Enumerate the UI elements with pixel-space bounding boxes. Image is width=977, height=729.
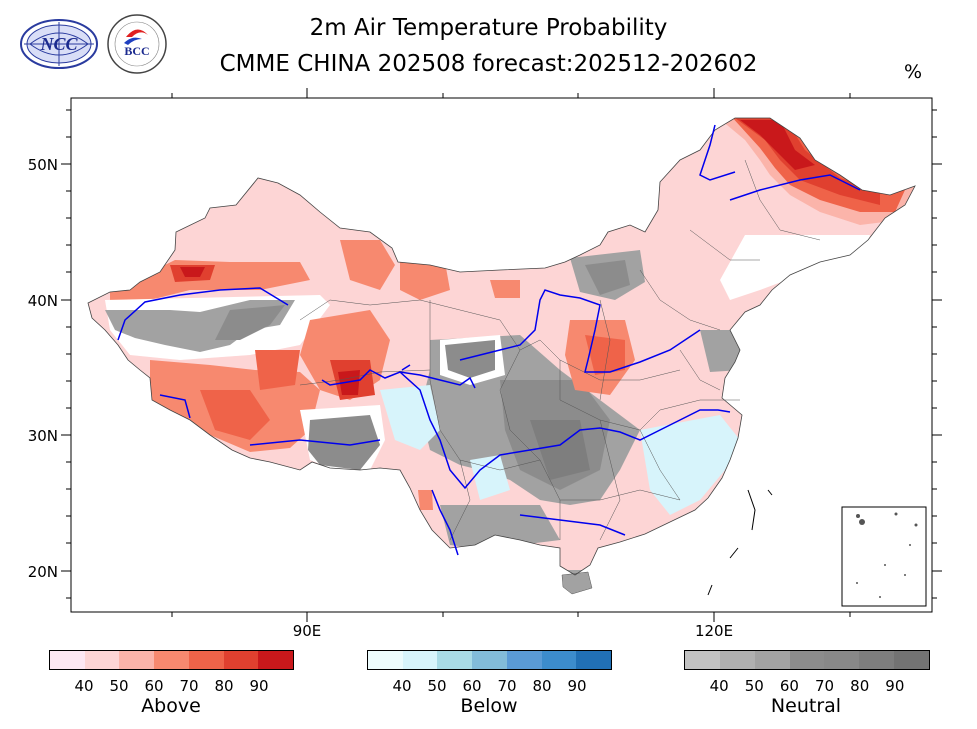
unit-label: % bbox=[904, 61, 923, 83]
colorbar-tick-label: 60 bbox=[462, 677, 482, 695]
lat-label-50n: 50N bbox=[28, 156, 58, 174]
south-china-sea-inset bbox=[841, 506, 927, 607]
colorbar-cell bbox=[754, 651, 790, 669]
colorbar-cell bbox=[576, 651, 612, 669]
colorbar-neutral-label: Neutral bbox=[770, 695, 842, 717]
lat-label-40n: 40N bbox=[28, 292, 58, 310]
hainan-island bbox=[561, 571, 593, 595]
colorbar-tick-label: 80 bbox=[850, 677, 870, 695]
colorbar-cell bbox=[472, 651, 507, 669]
china-probability-map: 50N 40N 30N 20N 90E 120E bbox=[28, 88, 942, 640]
colorbar-cell bbox=[84, 651, 120, 669]
lon-label-90e: 90E bbox=[293, 622, 322, 640]
colorbar-cell bbox=[506, 651, 542, 669]
lat-label-30n: 30N bbox=[28, 427, 58, 445]
colorbar-cell bbox=[541, 651, 577, 669]
colorbar-cell bbox=[789, 651, 825, 669]
colorbar-below-cells bbox=[367, 650, 612, 670]
colorbar-tick-label: 60 bbox=[144, 677, 164, 695]
colorbar-below-label: Below bbox=[460, 695, 518, 717]
colorbar-tick-label: 80 bbox=[214, 677, 234, 695]
colorbar-tick-label: 90 bbox=[885, 677, 905, 695]
colorbar-tick-label: 70 bbox=[815, 677, 835, 695]
inset-islands bbox=[856, 512, 918, 598]
colorbar-cell bbox=[719, 651, 755, 669]
colorbar-tick-label: 70 bbox=[179, 677, 199, 695]
colorbar-cell bbox=[223, 651, 259, 669]
colorbar-neutral-cells bbox=[684, 650, 930, 670]
bcc-logo-text: BCC bbox=[124, 44, 149, 58]
colorbar-tick-label: 90 bbox=[249, 677, 269, 695]
colorbar-above-cells bbox=[49, 650, 294, 670]
colorbar-cell bbox=[402, 651, 438, 669]
lat-label-20n: 20N bbox=[28, 563, 58, 581]
ncc-logo-text: NCC bbox=[39, 34, 78, 54]
colorbar-tick-label: 40 bbox=[709, 677, 729, 695]
colorbar-cell bbox=[119, 651, 155, 669]
colorbar-tick-label: 90 bbox=[567, 677, 587, 695]
colorbar-cell bbox=[50, 651, 85, 669]
ncc-logo: NCC bbox=[20, 19, 98, 69]
colorbar-cell bbox=[154, 651, 189, 669]
east-islands bbox=[707, 489, 773, 596]
colorbar-cell bbox=[894, 651, 930, 669]
colorbar-cell bbox=[258, 651, 294, 669]
rivers bbox=[117, 124, 861, 556]
colorbar-tick-label: 70 bbox=[497, 677, 517, 695]
colorbar-above-label: Above bbox=[141, 695, 201, 717]
colorbar-tick-label: 50 bbox=[744, 677, 764, 695]
colorbar-tick-label: 40 bbox=[392, 677, 412, 695]
map-title: 2m Air Temperature Probability bbox=[309, 15, 668, 41]
colorbar-cell bbox=[685, 651, 720, 669]
colorbar-tick-label: 80 bbox=[532, 677, 552, 695]
colorbar-tick-label: 50 bbox=[427, 677, 447, 695]
colorbar-cell bbox=[859, 651, 895, 669]
bcc-logo: BCC bbox=[107, 14, 167, 74]
colorbar-cell bbox=[824, 651, 860, 669]
colorbar-tick-label: 60 bbox=[779, 677, 799, 695]
china-border bbox=[87, 117, 916, 576]
map-subtitle: CMME CHINA 202508 forecast:202512-202602 bbox=[219, 51, 758, 77]
colorbar-tick-label: 50 bbox=[109, 677, 129, 695]
colorbar-tick-label: 40 bbox=[74, 677, 94, 695]
axis-ticks bbox=[61, 88, 942, 622]
colorbar-cell bbox=[368, 651, 403, 669]
colorbar-cell bbox=[188, 651, 224, 669]
colorbar-cell bbox=[437, 651, 473, 669]
lon-label-120e: 120E bbox=[695, 622, 733, 640]
